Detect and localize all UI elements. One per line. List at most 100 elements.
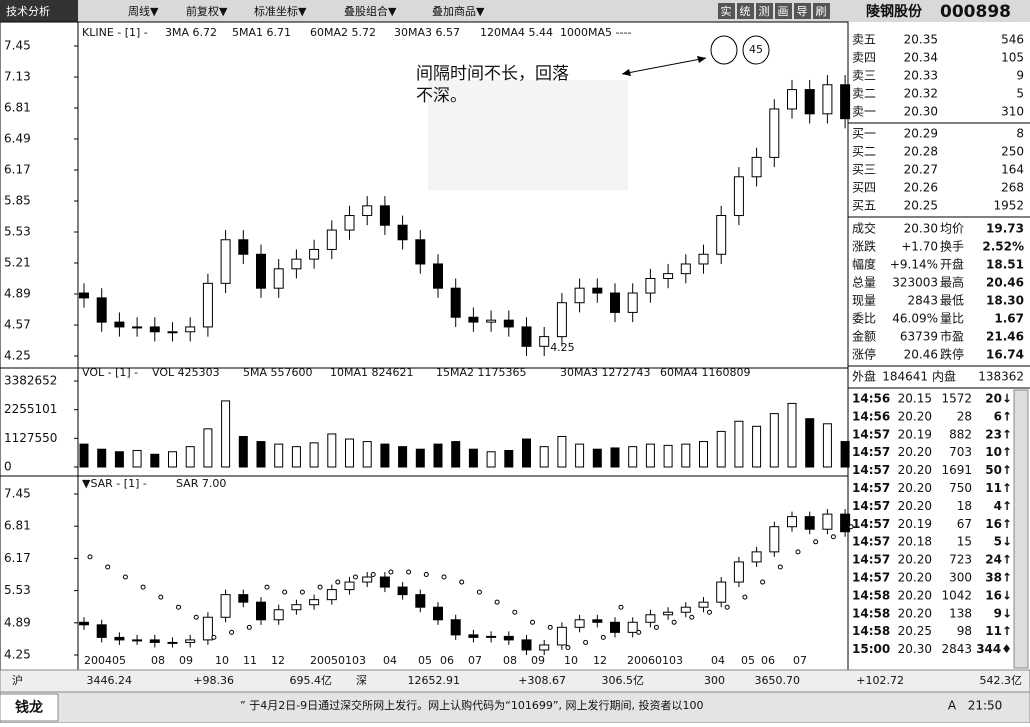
y-tick-label: 6.81 — [4, 519, 31, 533]
ticker-text: ” 于4月2日-9日通过深交所网上发行。网上认购代码为“101699”, 网上发… — [240, 698, 704, 712]
tick-time: 14:58 — [852, 588, 890, 602]
book-price: 20.33 — [904, 69, 938, 83]
date-label: 04 — [711, 654, 725, 667]
stat-value: +1.70 — [901, 240, 938, 254]
menu-item[interactable]: 标准坐标▼ — [254, 4, 307, 18]
y-tick-label: 6.49 — [4, 132, 31, 146]
tick-count: 23↑ — [985, 427, 1012, 441]
tick-price: 20.20 — [898, 499, 932, 513]
logo: 钱龙 — [15, 699, 43, 716]
candle-body — [344, 215, 355, 231]
y-tick-label: 6.17 — [4, 551, 31, 565]
tool-label[interactable]: 实 — [721, 4, 732, 18]
volume-bar — [327, 433, 337, 468]
sar-bar-body — [840, 513, 851, 533]
tick-time: 14:56 — [852, 392, 890, 406]
volume-bar — [752, 425, 762, 468]
tick-count: 11↑ — [985, 624, 1012, 638]
sar-bar-body — [220, 594, 231, 618]
outer-label: 外盘 — [852, 369, 876, 384]
book-price: 20.30 — [904, 105, 938, 119]
candle-body — [468, 316, 479, 323]
sar-dot — [459, 579, 465, 585]
date-label: 20050103 — [310, 654, 366, 667]
candle-body — [787, 89, 797, 110]
tick-volume: 98 — [957, 624, 972, 638]
annotation: 间隔时间不长，回落 — [416, 64, 569, 84]
sar-dot — [140, 584, 146, 590]
tool-label[interactable]: 测 — [759, 5, 770, 18]
tick-price: 20.30 — [898, 642, 932, 656]
outer-label: 内盘 — [932, 369, 956, 384]
sar-dot — [122, 574, 128, 580]
candle-body — [238, 239, 249, 255]
tick-volume: 1042 — [941, 588, 972, 602]
sar-bar-body — [96, 624, 107, 638]
volume-bar — [362, 441, 372, 468]
menu-item[interactable]: 技术分析 — [6, 4, 50, 18]
tick-price: 20.25 — [898, 624, 932, 638]
key[interactable]: A — [948, 699, 957, 713]
tool-button — [737, 3, 754, 19]
tick-price: 20.19 — [898, 427, 932, 441]
sar-dot — [547, 624, 553, 630]
sar-bar-body — [291, 604, 302, 611]
volume-bar — [433, 443, 443, 468]
legend: 60MA2 5.72 — [310, 26, 376, 39]
sar-dot — [777, 564, 783, 570]
circle — [742, 35, 770, 65]
sar-dot — [229, 629, 235, 635]
volume-bar — [592, 448, 602, 468]
menu-item[interactable]: 叠股组合▼ — [344, 4, 397, 18]
tick-time: 14:58 — [852, 606, 890, 620]
scrollbar[interactable] — [1013, 389, 1029, 669]
sar-dot — [724, 604, 730, 610]
book-volume: 5 — [1016, 87, 1024, 101]
date-label: 06 — [440, 654, 454, 667]
y-tick-label: 5.53 — [4, 225, 31, 239]
tick-count: 16↓ — [985, 588, 1012, 602]
sar-dot — [742, 594, 748, 600]
status-item: 3650.70 — [755, 674, 801, 687]
sar-dot — [370, 572, 376, 577]
sar-bar-body — [397, 586, 408, 596]
tick-count: 4↑ — [994, 499, 1012, 513]
sar-bar-body — [822, 513, 833, 530]
sar-dot — [87, 554, 93, 560]
tick-price: 20.20 — [898, 463, 932, 477]
tool-label[interactable]: 画 — [778, 5, 789, 18]
tool-label[interactable]: 刷 — [816, 5, 827, 18]
date-label: 11 — [243, 654, 257, 667]
tool-label[interactable]: 导 — [797, 5, 808, 18]
sar-bar-body — [769, 526, 780, 553]
legend: 15MA2 1175365 — [436, 366, 527, 379]
volume-bar — [610, 447, 620, 468]
candle-body — [663, 273, 674, 279]
menu-item[interactable]: 前复权▼ — [186, 4, 228, 18]
candle-body — [256, 253, 266, 289]
y-tick-label: 4.89 — [4, 287, 31, 301]
candle-body — [769, 108, 780, 158]
book-price: 20.28 — [904, 145, 938, 159]
candle-body — [610, 292, 620, 313]
sar-bar-body — [433, 606, 443, 621]
tick-volume: 1572 — [941, 392, 972, 406]
tool-label[interactable]: 统 — [740, 5, 751, 18]
sar-dot — [158, 594, 164, 600]
tick-time: 14:57 — [852, 517, 890, 531]
sar-dot — [282, 589, 288, 595]
sar-bar-body — [539, 644, 550, 651]
menu-item[interactable]: 叠加商品▼ — [432, 4, 485, 18]
ticker-bar — [0, 691, 1030, 724]
tick-volume: 28 — [957, 409, 972, 423]
tab[interactable] — [0, 0, 78, 22]
tick-volume: 2843 — [941, 642, 972, 656]
book-price: 20.32 — [904, 87, 938, 101]
sar-dot — [618, 604, 624, 610]
volume-bar — [628, 446, 638, 468]
chart-area — [0, 21, 849, 671]
tick-time: 14:57 — [852, 553, 890, 567]
stat-label: 量比 — [940, 312, 964, 326]
menu-item[interactable]: 周线▼ — [128, 4, 159, 18]
sar-dot — [264, 584, 270, 590]
